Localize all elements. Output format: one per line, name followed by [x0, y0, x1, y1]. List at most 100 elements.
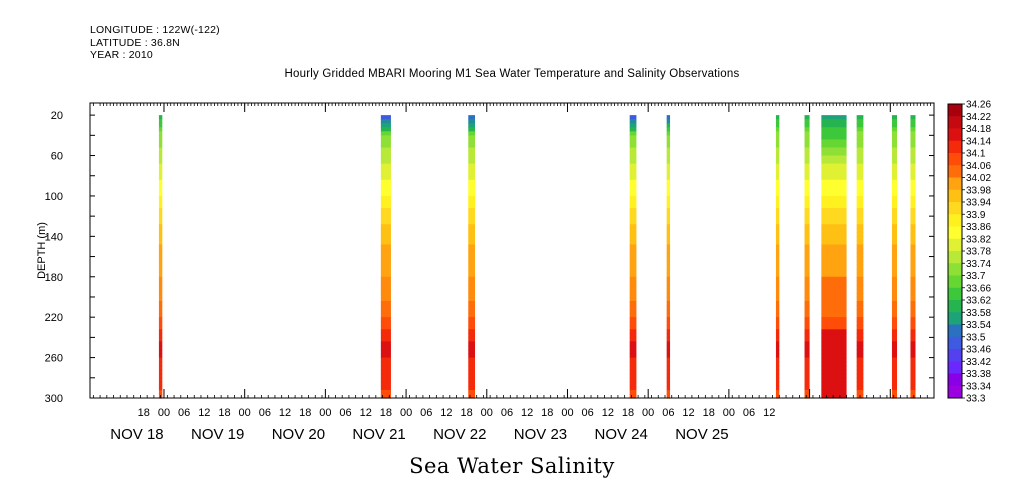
data-column-cell	[856, 151, 864, 157]
data-column-cell	[629, 333, 637, 338]
data-column-cell	[804, 329, 810, 334]
data-column-cell	[856, 385, 864, 391]
data-column-cell	[856, 171, 864, 177]
data-column-cell	[629, 317, 637, 322]
colorbar-swatch	[948, 104, 962, 117]
data-column-cell	[856, 147, 864, 153]
colorbar-label: 34.1	[966, 149, 986, 160]
data-column-cell	[629, 208, 637, 213]
data-column-cell	[856, 369, 864, 375]
data-column-cell	[158, 195, 163, 201]
data-column-cell	[821, 260, 847, 266]
data-column-cell	[666, 204, 671, 209]
data-column-cell	[666, 345, 671, 351]
data-column-cell	[158, 131, 163, 136]
data-column-cell	[804, 357, 810, 363]
x-tick-label: 18	[703, 407, 715, 419]
x-tick-label: 00	[158, 407, 170, 419]
data-column-cell	[158, 369, 163, 375]
data-column-cell	[910, 232, 916, 237]
data-column-cell	[821, 127, 847, 132]
data-column-cell	[821, 365, 847, 371]
data-column-cell	[910, 349, 916, 355]
data-column-cell	[629, 151, 637, 157]
data-column-cell	[910, 248, 916, 254]
data-column-cell	[891, 224, 898, 229]
data-column-cell	[804, 309, 810, 314]
data-column-cell	[380, 345, 391, 351]
data-column-cell	[629, 268, 637, 274]
data-column-cell	[380, 228, 391, 233]
data-column-cell	[856, 389, 864, 395]
data-column-cell	[821, 191, 847, 197]
data-column-cell	[380, 224, 391, 229]
data-column-cell	[804, 288, 810, 294]
data-column-cell	[629, 296, 637, 302]
data-column-cell	[891, 135, 898, 140]
data-column-cell	[380, 236, 391, 241]
data-column-cell	[821, 115, 847, 120]
data-column-cell	[629, 309, 637, 314]
data-column-cell	[891, 236, 898, 241]
data-column-cell	[910, 341, 916, 347]
data-column-cell	[468, 381, 476, 387]
data-column-cell	[629, 167, 637, 173]
x-tick-label: 00	[723, 407, 735, 419]
data-column-cell	[891, 232, 898, 237]
data-column-cell	[158, 385, 163, 391]
data-column-cell	[804, 119, 810, 124]
data-column-cell	[856, 244, 864, 250]
data-column-cell	[856, 301, 864, 306]
x-tick-label: 00	[319, 407, 331, 419]
data-column-cell	[629, 301, 637, 306]
data-column-cell	[468, 167, 476, 173]
data-column-cell	[775, 325, 780, 330]
data-column-cell	[821, 337, 847, 343]
colorbar-swatch	[948, 251, 962, 264]
data-column-cell	[775, 248, 780, 254]
data-column-cell	[775, 143, 780, 149]
data-column-cell	[910, 305, 916, 310]
data-column-cell	[380, 195, 391, 201]
data-column-cell	[468, 208, 476, 213]
data-column-cell	[821, 389, 847, 395]
x-tick-label: 12	[360, 407, 372, 419]
data-column-cell	[804, 301, 810, 306]
data-column-cell	[468, 244, 476, 250]
data-column-cell	[468, 284, 476, 290]
data-column-cell	[380, 268, 391, 274]
data-column-cell	[891, 292, 898, 298]
data-column-cell	[666, 276, 671, 282]
data-column-cell	[804, 232, 810, 237]
data-column-cell	[158, 171, 163, 177]
data-column-cell	[856, 361, 864, 367]
data-column-cell	[856, 115, 864, 120]
data-column-cell	[629, 228, 637, 233]
data-column-cell	[804, 228, 810, 233]
data-column-cell	[629, 369, 637, 375]
data-column-cell	[821, 357, 847, 363]
data-column-cell	[468, 288, 476, 294]
data-column-cell	[380, 163, 391, 169]
data-column-cell	[158, 260, 163, 266]
data-column-cell	[821, 341, 847, 347]
data-column-cell	[775, 353, 780, 359]
x-day-label: NOV 20	[272, 426, 325, 443]
data-column-cell	[158, 151, 163, 157]
data-column-cell	[775, 345, 780, 351]
data-column-cell	[666, 159, 671, 165]
data-column-cell	[629, 280, 637, 286]
data-column-cell	[856, 143, 864, 149]
data-column-cell	[380, 244, 391, 250]
longitude-label: LONGITUDE : 122W(-122)	[90, 24, 220, 36]
data-column-cell	[468, 357, 476, 363]
data-column-cell	[666, 256, 671, 262]
data-column-cell	[158, 288, 163, 294]
data-column-cell	[629, 284, 637, 290]
data-column-cell	[856, 208, 864, 213]
data-column-cell	[158, 159, 163, 165]
x-tick-label: 06	[501, 407, 513, 419]
data-column-cell	[856, 317, 864, 322]
data-column-cell	[804, 260, 810, 266]
data-column-cell	[666, 115, 671, 120]
